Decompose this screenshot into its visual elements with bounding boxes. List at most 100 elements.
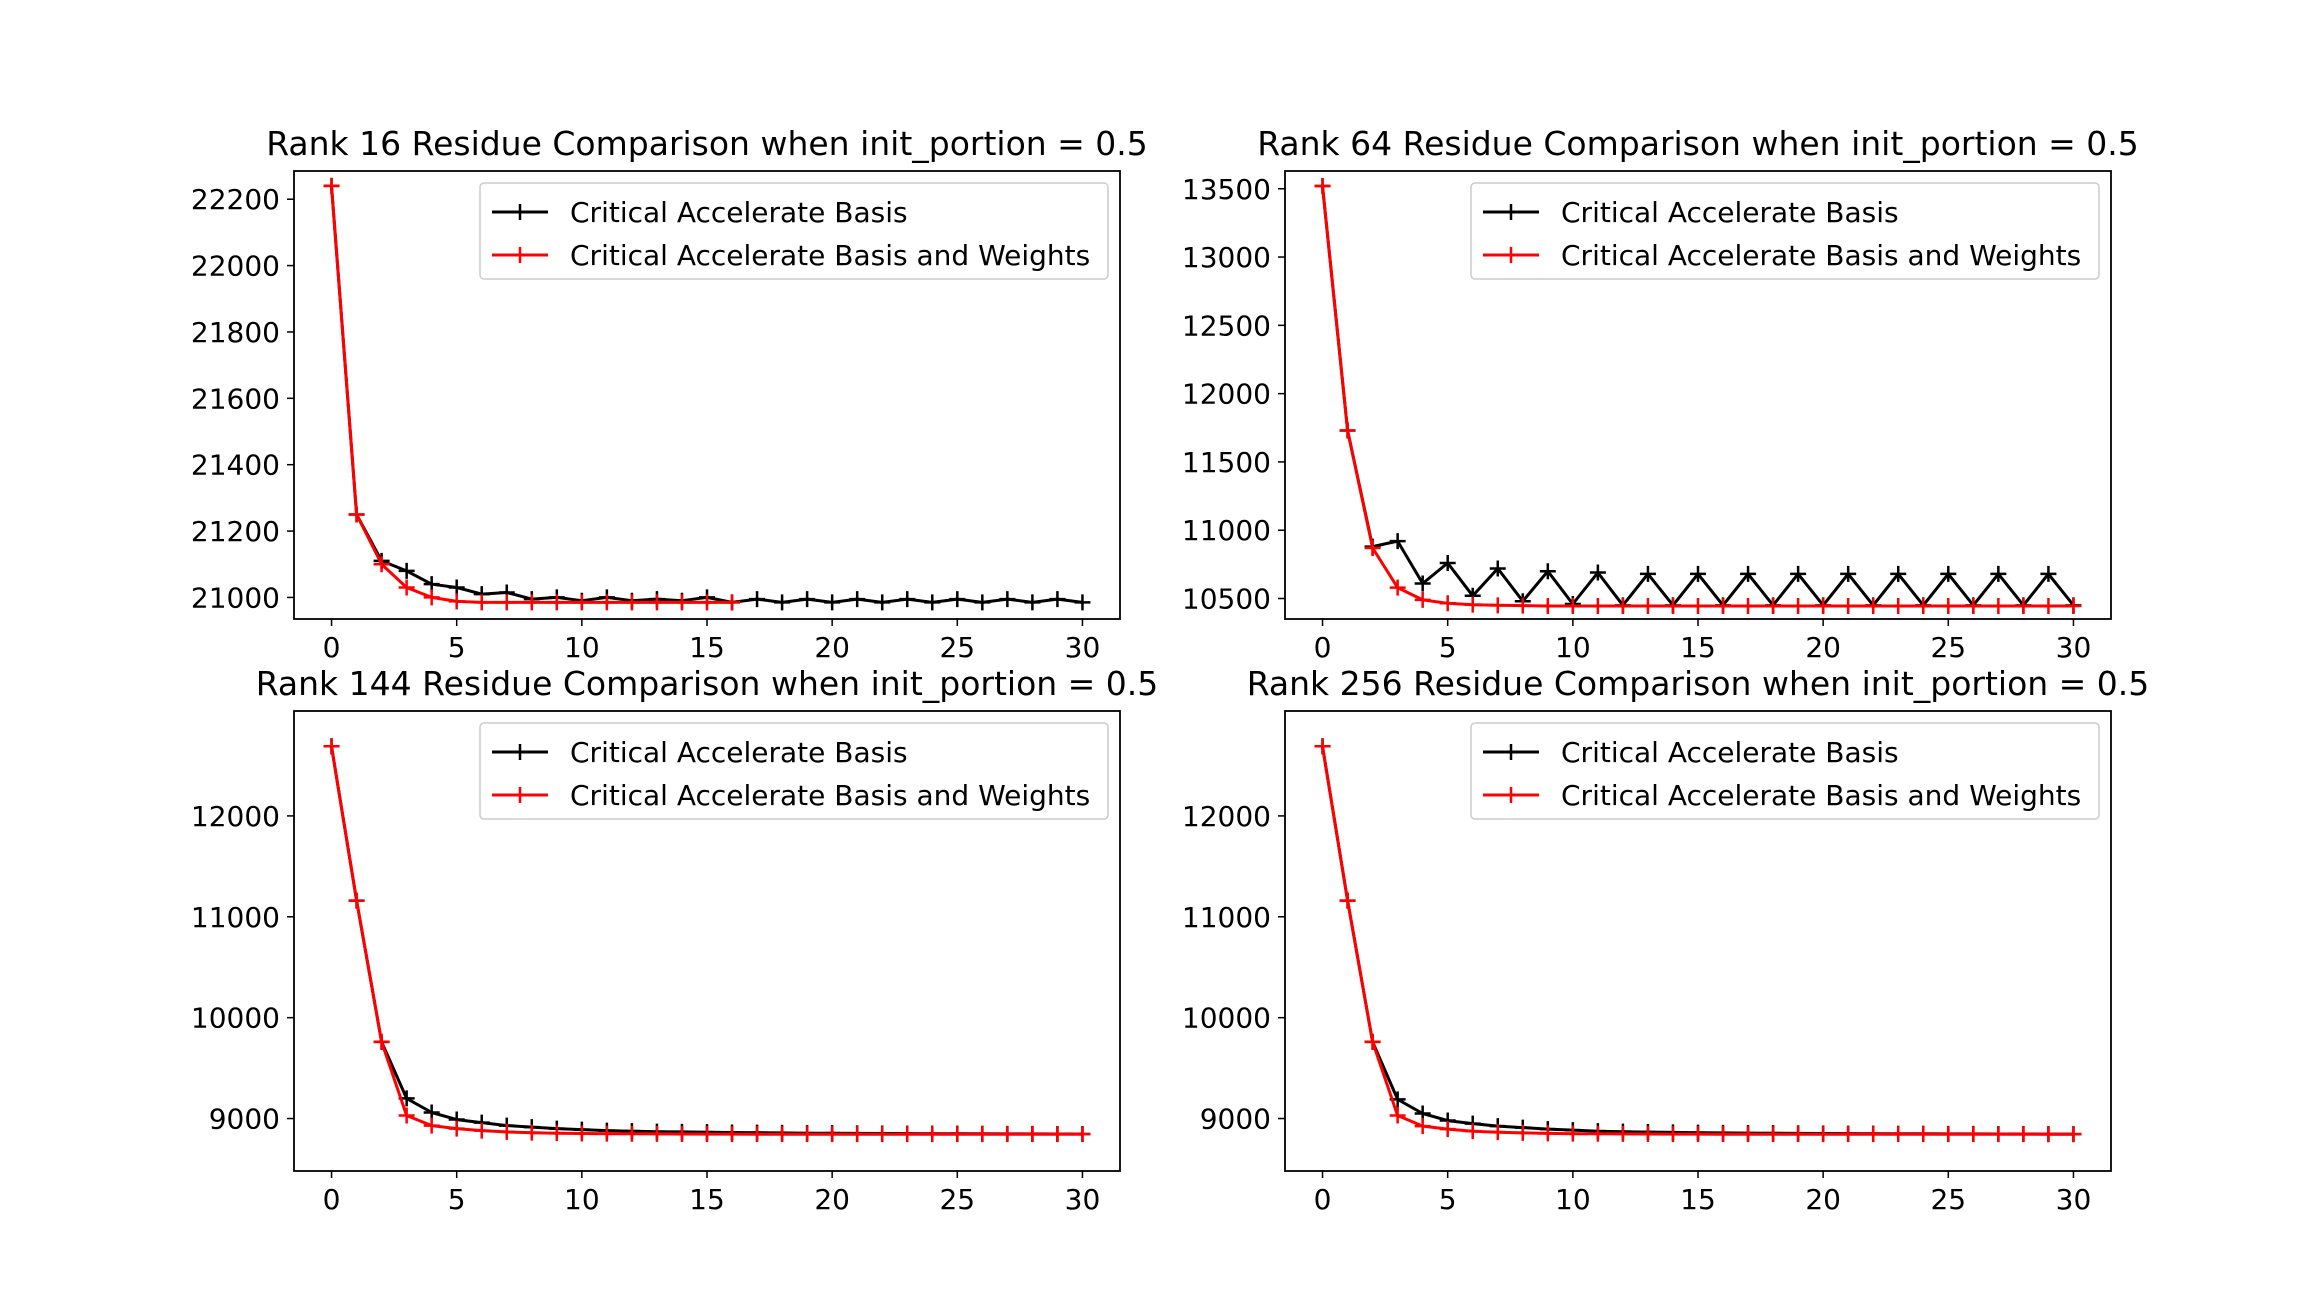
data-point: [1049, 591, 1066, 608]
chart-title: Rank 256 Residue Comparison when init_po…: [1247, 664, 2150, 703]
data-point: [1074, 1126, 1091, 1143]
data-point: [1890, 598, 1907, 615]
data-point: [1690, 1126, 1706, 1143]
data-point: [699, 594, 715, 611]
data-point: [1539, 598, 1556, 615]
data-point: [1840, 598, 1857, 615]
chart-panel-1: Rank 16 Residue Comparison when init_por…: [191, 124, 1148, 664]
data-point: [1414, 575, 1431, 592]
data-point: [598, 1125, 615, 1142]
data-point: [1364, 1033, 1381, 1050]
x-tick-label: 15: [689, 631, 725, 664]
x-tick-label: 5: [1439, 631, 1457, 664]
legend-label: Critical Accelerate Basis and Weights: [1561, 239, 2081, 272]
x-tick-label: 20: [1805, 1183, 1841, 1216]
data-point: [724, 594, 741, 611]
data-point: [473, 1122, 490, 1139]
data-point: [1890, 565, 1907, 582]
data-point: [1965, 598, 1982, 615]
data-point: [749, 1126, 766, 1143]
data-point: [1464, 596, 1481, 613]
data-point: [1990, 1126, 2007, 1143]
data-point: [899, 1126, 916, 1143]
data-point: [1464, 1123, 1481, 1140]
y-tick-label: 13500: [1182, 173, 1271, 206]
data-point: [1614, 598, 1631, 615]
data-point: [423, 589, 440, 606]
data-point: [473, 594, 490, 611]
data-point: [1690, 598, 1706, 615]
x-tick-label: 20: [814, 1183, 850, 1216]
data-point: [1049, 1126, 1066, 1143]
legend-box: [1470, 182, 2100, 280]
legend-label: Critical Accelerate Basis: [1561, 196, 1899, 229]
data-point: [623, 594, 640, 611]
data-point: [699, 1126, 715, 1143]
legend-label: Critical Accelerate Basis and Weights: [570, 779, 1090, 812]
x-tick-label: 0: [1314, 1183, 1332, 1216]
y-tick-label: 11000: [1182, 901, 1271, 934]
x-tick-label: 0: [323, 631, 341, 664]
data-point: [1990, 565, 2007, 582]
data-point: [1024, 1126, 1041, 1143]
plot-area: [323, 738, 1091, 1143]
y-tick-label: 21800: [191, 316, 280, 349]
data-point: [1514, 1124, 1531, 1141]
data-point: [1840, 565, 1857, 582]
data-point: [2015, 1126, 2032, 1143]
data-point: [673, 594, 690, 611]
y-tick-label: 9000: [1200, 1103, 1271, 1136]
data-point: [648, 1125, 665, 1142]
x-tick-label: 15: [689, 1183, 725, 1216]
data-point: [1314, 178, 1331, 195]
y-tick-label: 12000: [1182, 378, 1271, 411]
data-point: [348, 506, 365, 523]
legend-marker: [512, 744, 528, 760]
data-point: [1639, 598, 1656, 615]
y-tick-label: 12000: [191, 800, 280, 833]
legend-box: [479, 722, 1109, 820]
data-point: [924, 1126, 941, 1143]
x-tick-label: 10: [564, 631, 600, 664]
data-point: [1589, 564, 1606, 581]
data-point: [398, 1107, 415, 1124]
chart-title: Rank 144 Residue Comparison when init_po…: [256, 664, 1159, 703]
x-tick-label: 10: [564, 1183, 600, 1216]
axes-frame: [1284, 710, 2112, 1172]
data-point: [1389, 533, 1406, 550]
data-point: [1740, 598, 1757, 615]
data-point: [2040, 1126, 2057, 1143]
legend: Critical Accelerate Basis Critical Accele…: [1470, 182, 2100, 280]
x-tick-label: 25: [1930, 631, 1966, 664]
data-point: [623, 1125, 640, 1142]
data-point: [1740, 565, 1757, 582]
legend-box: [479, 182, 1109, 280]
x-tick-label: 30: [1065, 631, 1101, 664]
y-tick-label: 13000: [1182, 241, 1271, 274]
data-point: [1414, 1118, 1431, 1135]
legend-label: Critical Accelerate Basis and Weights: [1561, 779, 2081, 812]
data-point: [1840, 1126, 1857, 1143]
data-point: [1890, 1126, 1907, 1143]
legend-marker: [512, 787, 528, 803]
y-tick-label: 11500: [1182, 446, 1271, 479]
data-point: [1990, 598, 2007, 615]
data-point: [824, 1126, 841, 1143]
x-tick-label: 30: [2056, 1183, 2092, 1216]
x-tick-label: 5: [1439, 1183, 1457, 1216]
data-point: [1589, 598, 1606, 615]
data-point: [749, 591, 766, 608]
x-tick-label: 30: [1065, 1183, 1101, 1216]
data-point: [774, 594, 791, 611]
data-point: [1715, 598, 1732, 615]
data-point: [799, 591, 816, 608]
y-tick-label: 10500: [1182, 583, 1271, 616]
data-point: [1940, 598, 1957, 615]
data-point: [1389, 579, 1406, 596]
y-tick-label: 21200: [191, 515, 280, 548]
data-point: [448, 579, 465, 596]
data-point: [2065, 598, 2082, 615]
data-point: [974, 1126, 991, 1143]
y-tick-label: 12500: [1182, 309, 1271, 342]
